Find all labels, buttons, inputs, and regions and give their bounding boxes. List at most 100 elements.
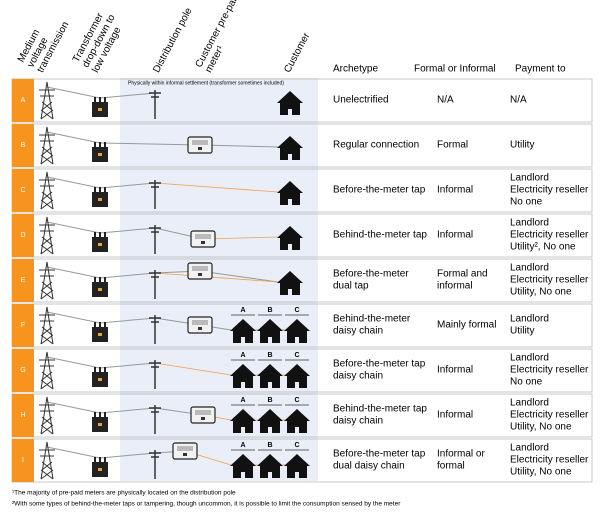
payment-text: Utility, No one xyxy=(510,422,572,433)
house-icon xyxy=(257,409,283,433)
payment-text: Landlord xyxy=(510,218,549,229)
transformer-bushing xyxy=(104,142,106,147)
meter-button xyxy=(201,241,205,244)
payment-text: Electricity reseller xyxy=(510,455,589,466)
tower-icon xyxy=(39,396,55,435)
transformer-icon xyxy=(92,187,108,207)
transformer-bushing xyxy=(104,367,106,372)
archetype-header: Archetype xyxy=(333,64,378,75)
formal-text: informal xyxy=(437,281,473,292)
tower xyxy=(39,171,55,210)
row-tab xyxy=(12,124,34,167)
archetype-text: Before-the-meter tap xyxy=(333,359,426,370)
settlement-note: Physically within informal settlement (t… xyxy=(128,80,284,86)
pole-icon xyxy=(149,270,161,299)
meter-screen xyxy=(192,266,208,271)
tower xyxy=(39,81,55,120)
payment-text: Electricity reseller xyxy=(510,230,589,241)
column-header-line: Distribution pole xyxy=(151,6,195,75)
footnote: ²With some types of behind-the-meter tap… xyxy=(12,501,401,508)
tower xyxy=(39,441,55,480)
house-label: B xyxy=(267,442,272,449)
transformer-bushing xyxy=(94,412,96,417)
row-label: C xyxy=(20,187,25,194)
transformer-bushing xyxy=(104,322,106,327)
payment-text: Landlord xyxy=(510,398,549,409)
payment-text: No one xyxy=(510,377,543,388)
house-label: A xyxy=(240,352,245,359)
archetype-text: daisy chain xyxy=(333,326,383,337)
pole-icon xyxy=(149,450,161,479)
archetype-text: Before-the-meter tap xyxy=(333,449,426,460)
wire xyxy=(154,182,279,193)
transformer-plate xyxy=(98,108,102,111)
transformer-bushing xyxy=(94,322,96,327)
transformer-plate xyxy=(98,243,102,246)
meter-button xyxy=(183,453,187,456)
payment-text: Utility², No one xyxy=(510,242,576,253)
transformer-icon xyxy=(92,367,108,387)
pole-icon xyxy=(149,225,161,254)
house-label: C xyxy=(294,307,299,314)
house-icon xyxy=(284,319,310,343)
archetype-text: Behind-the-meter tap xyxy=(333,404,427,415)
transformer-bushing xyxy=(99,97,101,102)
archetype-text: Behind-the-meter tap xyxy=(333,230,427,241)
meter-button xyxy=(201,417,205,420)
formal-text: Formal and xyxy=(437,269,488,280)
archetype-text: Before-the-meter tap xyxy=(333,185,426,196)
formal-text: Informal xyxy=(437,185,473,196)
tower-icon xyxy=(39,126,55,165)
meter-icon xyxy=(172,442,198,460)
payment-text: N/A xyxy=(510,95,527,106)
transformer-icon xyxy=(92,457,108,477)
meter-icon xyxy=(187,316,213,334)
tower-icon xyxy=(39,261,55,300)
transformer-bushing xyxy=(94,277,96,282)
column-header: Distribution pole xyxy=(151,6,195,75)
house-label: C xyxy=(294,352,299,359)
transformer-plate xyxy=(98,423,102,426)
payment-text: No one xyxy=(510,197,543,208)
meter-screen xyxy=(195,410,211,415)
pole-icon xyxy=(149,315,161,344)
row-tab xyxy=(12,394,34,437)
transformer-bushing xyxy=(94,367,96,372)
wire xyxy=(154,362,232,376)
transformer-bushing xyxy=(99,187,101,192)
transformer-bushing xyxy=(99,412,101,417)
payment-text: Utility, No one xyxy=(510,467,572,478)
house-label: A xyxy=(240,397,245,404)
formal-text: formal xyxy=(437,461,465,472)
row-tab xyxy=(12,169,34,212)
tower xyxy=(39,396,55,435)
tower-icon xyxy=(39,171,55,210)
row-tab xyxy=(12,304,34,347)
row-label: H xyxy=(20,412,25,419)
transformer-bushing xyxy=(94,232,96,237)
house-label: B xyxy=(267,397,272,404)
transformer-plate xyxy=(98,198,102,201)
payment-text: Electricity reseller xyxy=(510,185,589,196)
tower-icon xyxy=(39,441,55,480)
row-label: G xyxy=(20,367,25,374)
transformer-bushing xyxy=(104,277,106,282)
house-icon xyxy=(230,364,256,388)
row-tab xyxy=(12,79,34,122)
transformer-icon xyxy=(92,277,108,297)
tower-icon xyxy=(39,81,55,120)
column-header-line: Customer xyxy=(282,31,312,75)
footnote: ¹The majority of pre-paid meters are phy… xyxy=(12,490,236,497)
house-icon xyxy=(257,364,283,388)
formal-header: Formal or Informal xyxy=(414,64,496,75)
archetype-text: Unelectrified xyxy=(333,95,389,106)
transformer-bushing xyxy=(94,187,96,192)
row-tab xyxy=(12,439,34,482)
transformer-bushing xyxy=(104,457,106,462)
transformer-plate xyxy=(98,333,102,336)
transformer-plate xyxy=(98,288,102,291)
pole-icon xyxy=(149,90,161,119)
meter-screen xyxy=(177,446,193,451)
